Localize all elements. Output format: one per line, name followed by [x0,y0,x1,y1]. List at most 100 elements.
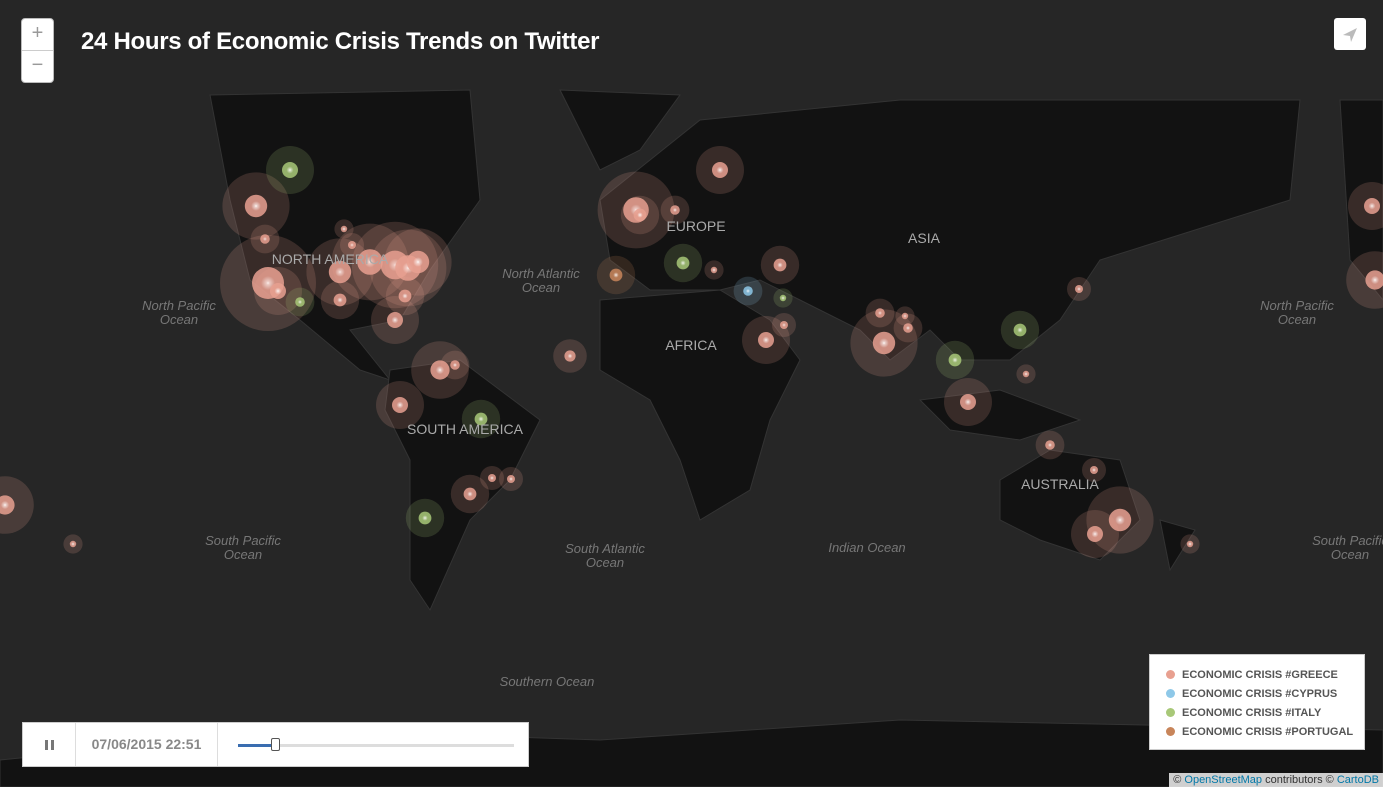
dot-core [262,236,268,242]
dot-core [672,207,678,213]
dot-core [422,515,428,521]
tweet-dots [0,146,1383,558]
osm-link[interactable]: OpenStreetMap [1184,774,1263,786]
dot-core [435,365,445,375]
legend-swatch [1166,689,1175,698]
dot-core [342,227,346,231]
ocean-label: South Atlantic [565,541,645,556]
dot-core [251,201,261,211]
ocean-label: South Pacific [1312,533,1383,548]
ocean-label: Ocean [1331,547,1369,562]
dot-core [1017,327,1023,333]
dot-core [903,314,907,318]
dot-core [782,323,786,327]
continent-label: AFRICA [665,337,717,353]
dot-core [1188,542,1192,546]
dot-core [1091,530,1099,538]
ocean-label: Ocean [586,555,624,570]
legend-swatch [1166,670,1175,679]
pause-button[interactable] [23,723,76,766]
legend-label: ECONOMIC CRISIS #CYPRUS [1182,687,1338,700]
dot-core [490,476,494,480]
dot-core [952,357,958,363]
legend-item: ECONOMIC CRISIS #PORTUGAL [1166,722,1364,741]
title: 24 Hours of Economic Crisis Trends on Tw… [81,28,600,55]
dot-core [467,491,473,497]
ocean-label: North Pacific [142,298,216,313]
attribution-text: © [1173,774,1182,786]
map-labels: NORTH AMERICA EUROPE ASIA AFRICA SOUTH AMERI… [142,218,1383,689]
dot-core [413,257,423,267]
ocean-label: Ocean [522,280,560,295]
legend-label: ECONOMIC CRISIS #ITALY [1182,706,1322,719]
dot-core [396,401,404,409]
legend-label: ECONOMIC CRISIS #PORTUGAL [1182,725,1354,738]
dot-core [879,338,889,348]
dot-core [478,416,484,422]
ocean-label: Ocean [224,547,262,562]
dot-halo [0,476,34,534]
carto-link[interactable]: CartoDB [1336,774,1379,786]
dot-core [297,299,303,305]
ocean-label: Ocean [1278,312,1316,327]
legend-label: ECONOMIC CRISIS #GREECE [1182,668,1338,681]
slider-progress [238,744,276,747]
zoom-control: + − [21,18,54,83]
dot-core [905,325,911,331]
dot-core [335,267,345,277]
dot-core [1077,287,1081,291]
dot-core [71,542,75,546]
dot-core [0,500,10,510]
dot-core [712,268,716,272]
dot-core [274,287,282,295]
attribution: © OpenStreetMap contributors © CartoDB [1169,773,1383,787]
legend-item: ECONOMIC CRISIS #ITALY [1166,703,1364,722]
dot-core [762,336,770,344]
continent-label: SOUTH AMERICA [407,421,524,437]
continent-label: EUROPE [666,218,725,234]
dot-core [1370,275,1380,285]
ocean-label: Southern Ocean [500,674,595,689]
dot-core [509,477,513,481]
ocean-label: Indian Ocean [828,540,905,555]
dot-core [964,398,972,406]
legend-item: ECONOMIC CRISIS #CYPRUS [1166,684,1364,703]
dot-core [402,293,408,299]
dot-core [1368,202,1376,210]
locate-icon [1343,28,1357,42]
dot-core [680,260,686,266]
dot-core [745,288,751,294]
dot-core [286,166,294,174]
dot-core [1047,442,1053,448]
time-player: 07/06/2015 22:51 [22,722,529,767]
ocean-label: Ocean [160,312,198,327]
locate-button[interactable] [1334,18,1366,50]
dot-core [391,316,399,324]
dot-core [337,297,343,303]
dot-core [1024,372,1028,376]
time-slider[interactable] [238,738,514,751]
dot-core [1115,515,1125,525]
ocean-label: North Atlantic [502,266,580,281]
dot-core [350,243,354,247]
zoom-in[interactable]: + [31,22,44,44]
pause-icon [45,740,54,750]
attribution-text: contributors © [1265,774,1334,786]
dot-core [781,296,785,300]
continent-label: ASIA [908,230,941,246]
dot-core [613,272,619,278]
dot-halo [1346,251,1383,309]
zoom-out[interactable]: − [22,50,53,82]
continent-label: NORTH AMERICA [272,251,389,267]
ocean-label: North Pacific [1260,298,1334,313]
legend: ECONOMIC CRISIS #GREECE ECONOMIC CRISIS #… [1149,654,1365,750]
dot-core [877,310,883,316]
dot-core [716,166,724,174]
dot-core [567,353,573,359]
slider-handle[interactable] [271,738,280,751]
dot-core [777,262,783,268]
legend-swatch [1166,708,1175,717]
legend-swatch [1166,727,1175,736]
